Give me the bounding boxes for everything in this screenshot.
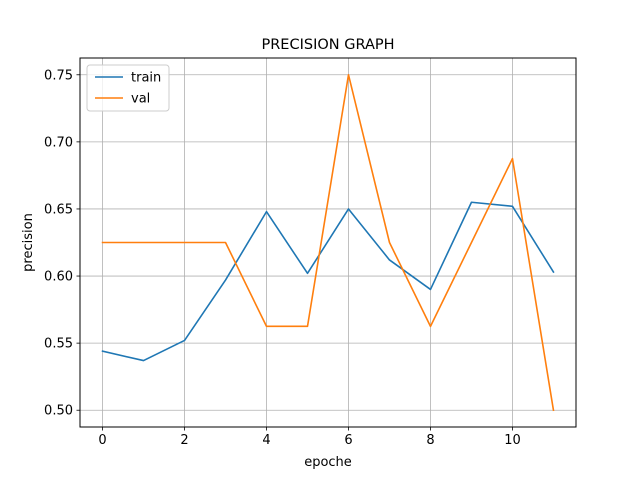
y-tick-label: 0.70 bbox=[44, 135, 73, 150]
x-tick-label: 4 bbox=[262, 433, 270, 448]
x-tick-label: 10 bbox=[504, 433, 521, 448]
x-tick-label: 6 bbox=[344, 433, 352, 448]
legend: train val bbox=[86, 64, 170, 112]
x-tick-label: 8 bbox=[426, 433, 434, 448]
x-tick-label: 2 bbox=[180, 433, 188, 448]
chart-title: PRECISION GRAPH bbox=[261, 37, 394, 53]
y-tick-label: 0.50 bbox=[44, 404, 73, 419]
series-lines bbox=[101, 73, 555, 412]
y-tick-label: 0.65 bbox=[44, 202, 73, 217]
legend-label-val: val bbox=[131, 92, 150, 107]
y-tick-label: 0.60 bbox=[44, 270, 73, 285]
y-axis-label: precision bbox=[21, 213, 36, 272]
y-tick-label: 0.55 bbox=[44, 337, 73, 352]
legend-label-train: train bbox=[131, 71, 161, 86]
y-tick-label: 0.75 bbox=[44, 68, 73, 83]
axis-ticks: 0 2 4 6 8 10 0.50 0.55 0.60 0.65 0.70 0.75 bbox=[44, 68, 521, 448]
series-line-val bbox=[101, 73, 555, 412]
plot-frame bbox=[79, 57, 577, 428]
x-tick-label: 0 bbox=[98, 433, 106, 448]
series-line-train bbox=[101, 201, 555, 362]
x-axis-label: epoche bbox=[304, 455, 352, 470]
